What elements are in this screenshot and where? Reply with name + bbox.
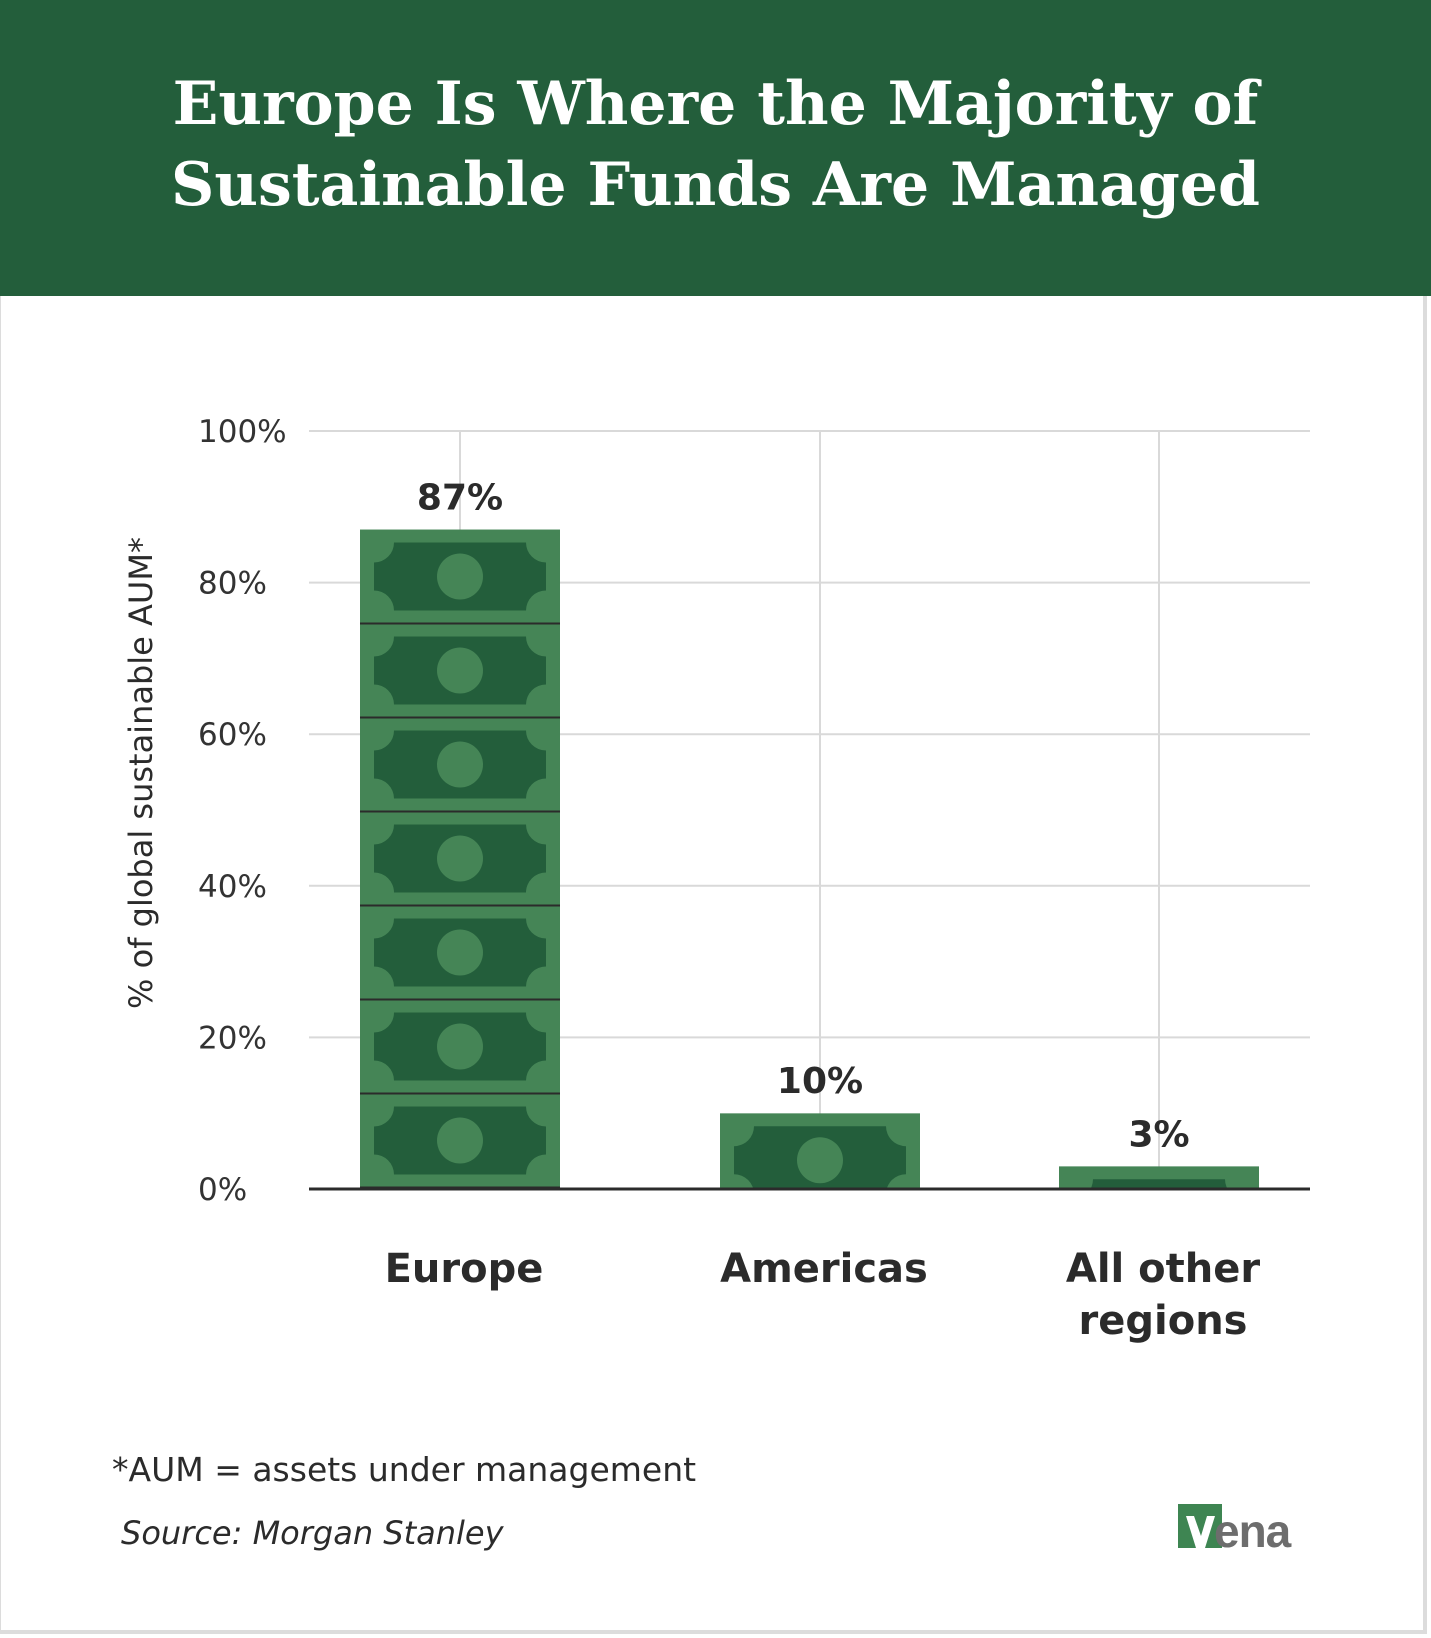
- svg-text:ena: ena: [1214, 1505, 1292, 1548]
- x-category-label: regions: [1079, 1298, 1248, 1344]
- x-category-label: Americas: [720, 1246, 928, 1292]
- banknote-coin: [797, 1137, 843, 1184]
- banknote-coin: [437, 741, 483, 788]
- vena-logo: ena: [1178, 1504, 1293, 1548]
- banknote-coin: [437, 1117, 483, 1164]
- y-tick-label: 20%: [198, 1020, 267, 1056]
- banknote-coin: [437, 835, 483, 882]
- banknote-coin: [437, 553, 483, 600]
- banknote-coin: [1136, 1190, 1182, 1236]
- bar-all-other-regions: [1059, 1166, 1259, 1236]
- banknote-coin: [437, 929, 483, 976]
- y-tick-label: 60%: [198, 717, 267, 753]
- y-tick-label: 0%: [198, 1172, 247, 1208]
- footnote: *AUM = assets under management: [112, 1450, 697, 1489]
- value-label: 10%: [777, 1061, 863, 1102]
- x-category-label: All other: [1066, 1246, 1261, 1292]
- banknote-coin: [437, 1023, 483, 1070]
- bar-americas: [720, 1113, 920, 1189]
- source-note: Source: Morgan Stanley: [121, 1514, 504, 1552]
- y-tick-label: 80%: [198, 566, 267, 602]
- y-tick-label: 40%: [198, 869, 267, 905]
- header-banner: Europe Is Where the Majority of Sustaina…: [0, 0, 1431, 296]
- banknote-icon: [1090, 1179, 1228, 1190]
- y-axis-label: % of global sustainable AUM*: [122, 537, 160, 1009]
- value-label: 87%: [417, 478, 503, 519]
- bar-europe: [360, 529, 560, 1189]
- banknote-coin: [437, 647, 483, 694]
- y-tick-label: 100%: [198, 414, 287, 450]
- x-category-label: Europe: [385, 1246, 544, 1292]
- chart-title: Europe Is Where the Majority of Sustaina…: [171, 69, 1260, 220]
- value-label: 3%: [1128, 1114, 1189, 1155]
